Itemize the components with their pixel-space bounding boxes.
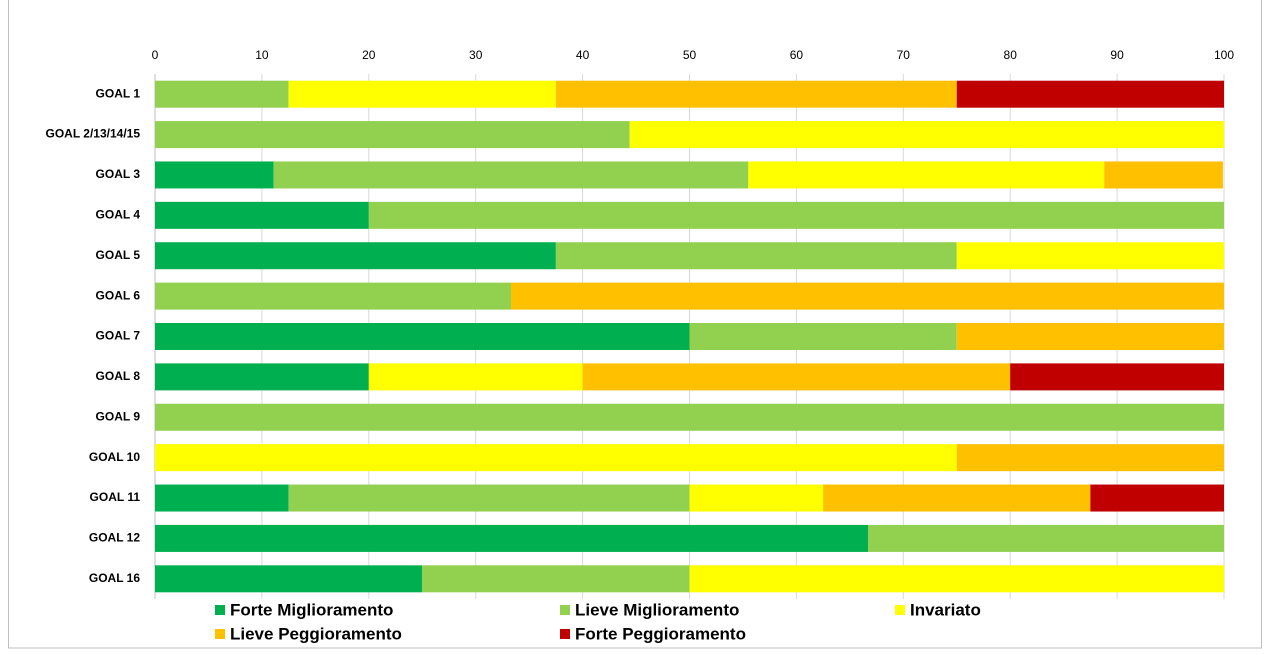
legend-swatch <box>895 605 905 615</box>
bar-segment <box>155 121 630 149</box>
bar-segment <box>868 524 1224 552</box>
bar-segment <box>155 565 423 593</box>
bar-segment <box>689 565 1224 593</box>
bar-segment <box>288 80 556 108</box>
y-tick-label: GOAL 10 <box>89 450 140 464</box>
bar-segment <box>155 363 369 391</box>
bar-segment <box>956 444 1224 472</box>
legend-swatch <box>215 605 225 615</box>
bar-segment <box>510 282 1224 310</box>
bar-segment <box>368 201 1224 229</box>
bar-segment <box>155 524 869 552</box>
bar-segment <box>155 282 511 310</box>
legend-label: Lieve Miglioramento <box>575 600 739 619</box>
legend-label: Forte Peggioramento <box>575 624 746 643</box>
y-tick-label: GOAL 2/13/14/15 <box>46 127 141 141</box>
bar-segment <box>155 80 289 108</box>
legend-swatch <box>215 629 225 639</box>
y-tick-label: GOAL 1 <box>96 86 141 100</box>
bar-segment <box>555 80 957 108</box>
y-tick-label: GOAL 12 <box>89 531 140 545</box>
legend-swatch <box>560 629 570 639</box>
legend-swatch <box>560 605 570 615</box>
x-tick-label: 0 <box>152 48 159 62</box>
x-tick-label: 40 <box>576 48 590 62</box>
bar-segment <box>629 121 1224 149</box>
bar-segment <box>823 484 1091 512</box>
bar-segment <box>288 484 690 512</box>
bar-segment <box>155 323 690 350</box>
bar-segment <box>1010 363 1224 391</box>
x-tick-label: 10 <box>255 48 269 62</box>
bar-segment <box>956 80 1224 108</box>
bar-segment <box>368 363 583 391</box>
x-tick-label: 80 <box>1004 48 1018 62</box>
x-tick-label: 60 <box>790 48 804 62</box>
bar-segment <box>748 161 1105 189</box>
bar-segment <box>155 242 556 270</box>
bar-segment <box>155 444 957 472</box>
y-tick-label: GOAL 11 <box>90 490 141 504</box>
y-tick-label: GOAL 7 <box>96 329 141 343</box>
x-tick-label: 20 <box>362 48 376 62</box>
bar-segment <box>555 242 957 270</box>
bar-segment <box>155 403 1224 431</box>
x-tick-label: 50 <box>683 48 697 62</box>
bar-segment <box>582 363 1011 391</box>
bar-segment <box>155 161 274 189</box>
bar-segment <box>273 161 749 189</box>
legend-label: Forte Miglioramento <box>230 600 393 619</box>
legend-label: Lieve Peggioramento <box>230 624 402 643</box>
x-tick-label: 90 <box>1110 48 1124 62</box>
y-tick-label: GOAL 9 <box>96 409 141 423</box>
x-tick-label: 30 <box>469 48 483 62</box>
y-tick-label: GOAL 16 <box>89 571 140 585</box>
bar-segment <box>1090 484 1224 512</box>
bar-segment <box>422 565 690 593</box>
bar-segment <box>155 484 289 512</box>
y-tick-label: GOAL 5 <box>96 248 141 262</box>
bar-segment <box>155 201 369 229</box>
bar-segment <box>689 323 957 350</box>
bar-segment <box>1104 161 1223 189</box>
bar-segment <box>956 323 1224 350</box>
bar-segment <box>956 242 1224 270</box>
legend-label: Invariato <box>910 600 981 619</box>
bar-segment <box>689 484 824 512</box>
y-tick-label: GOAL 3 <box>96 167 141 181</box>
x-tick-label: 100 <box>1214 48 1234 62</box>
y-tick-label: GOAL 6 <box>96 288 141 302</box>
y-tick-label: GOAL 8 <box>96 369 141 383</box>
y-tick-label: GOAL 4 <box>96 208 141 222</box>
x-tick-label: 70 <box>897 48 911 62</box>
